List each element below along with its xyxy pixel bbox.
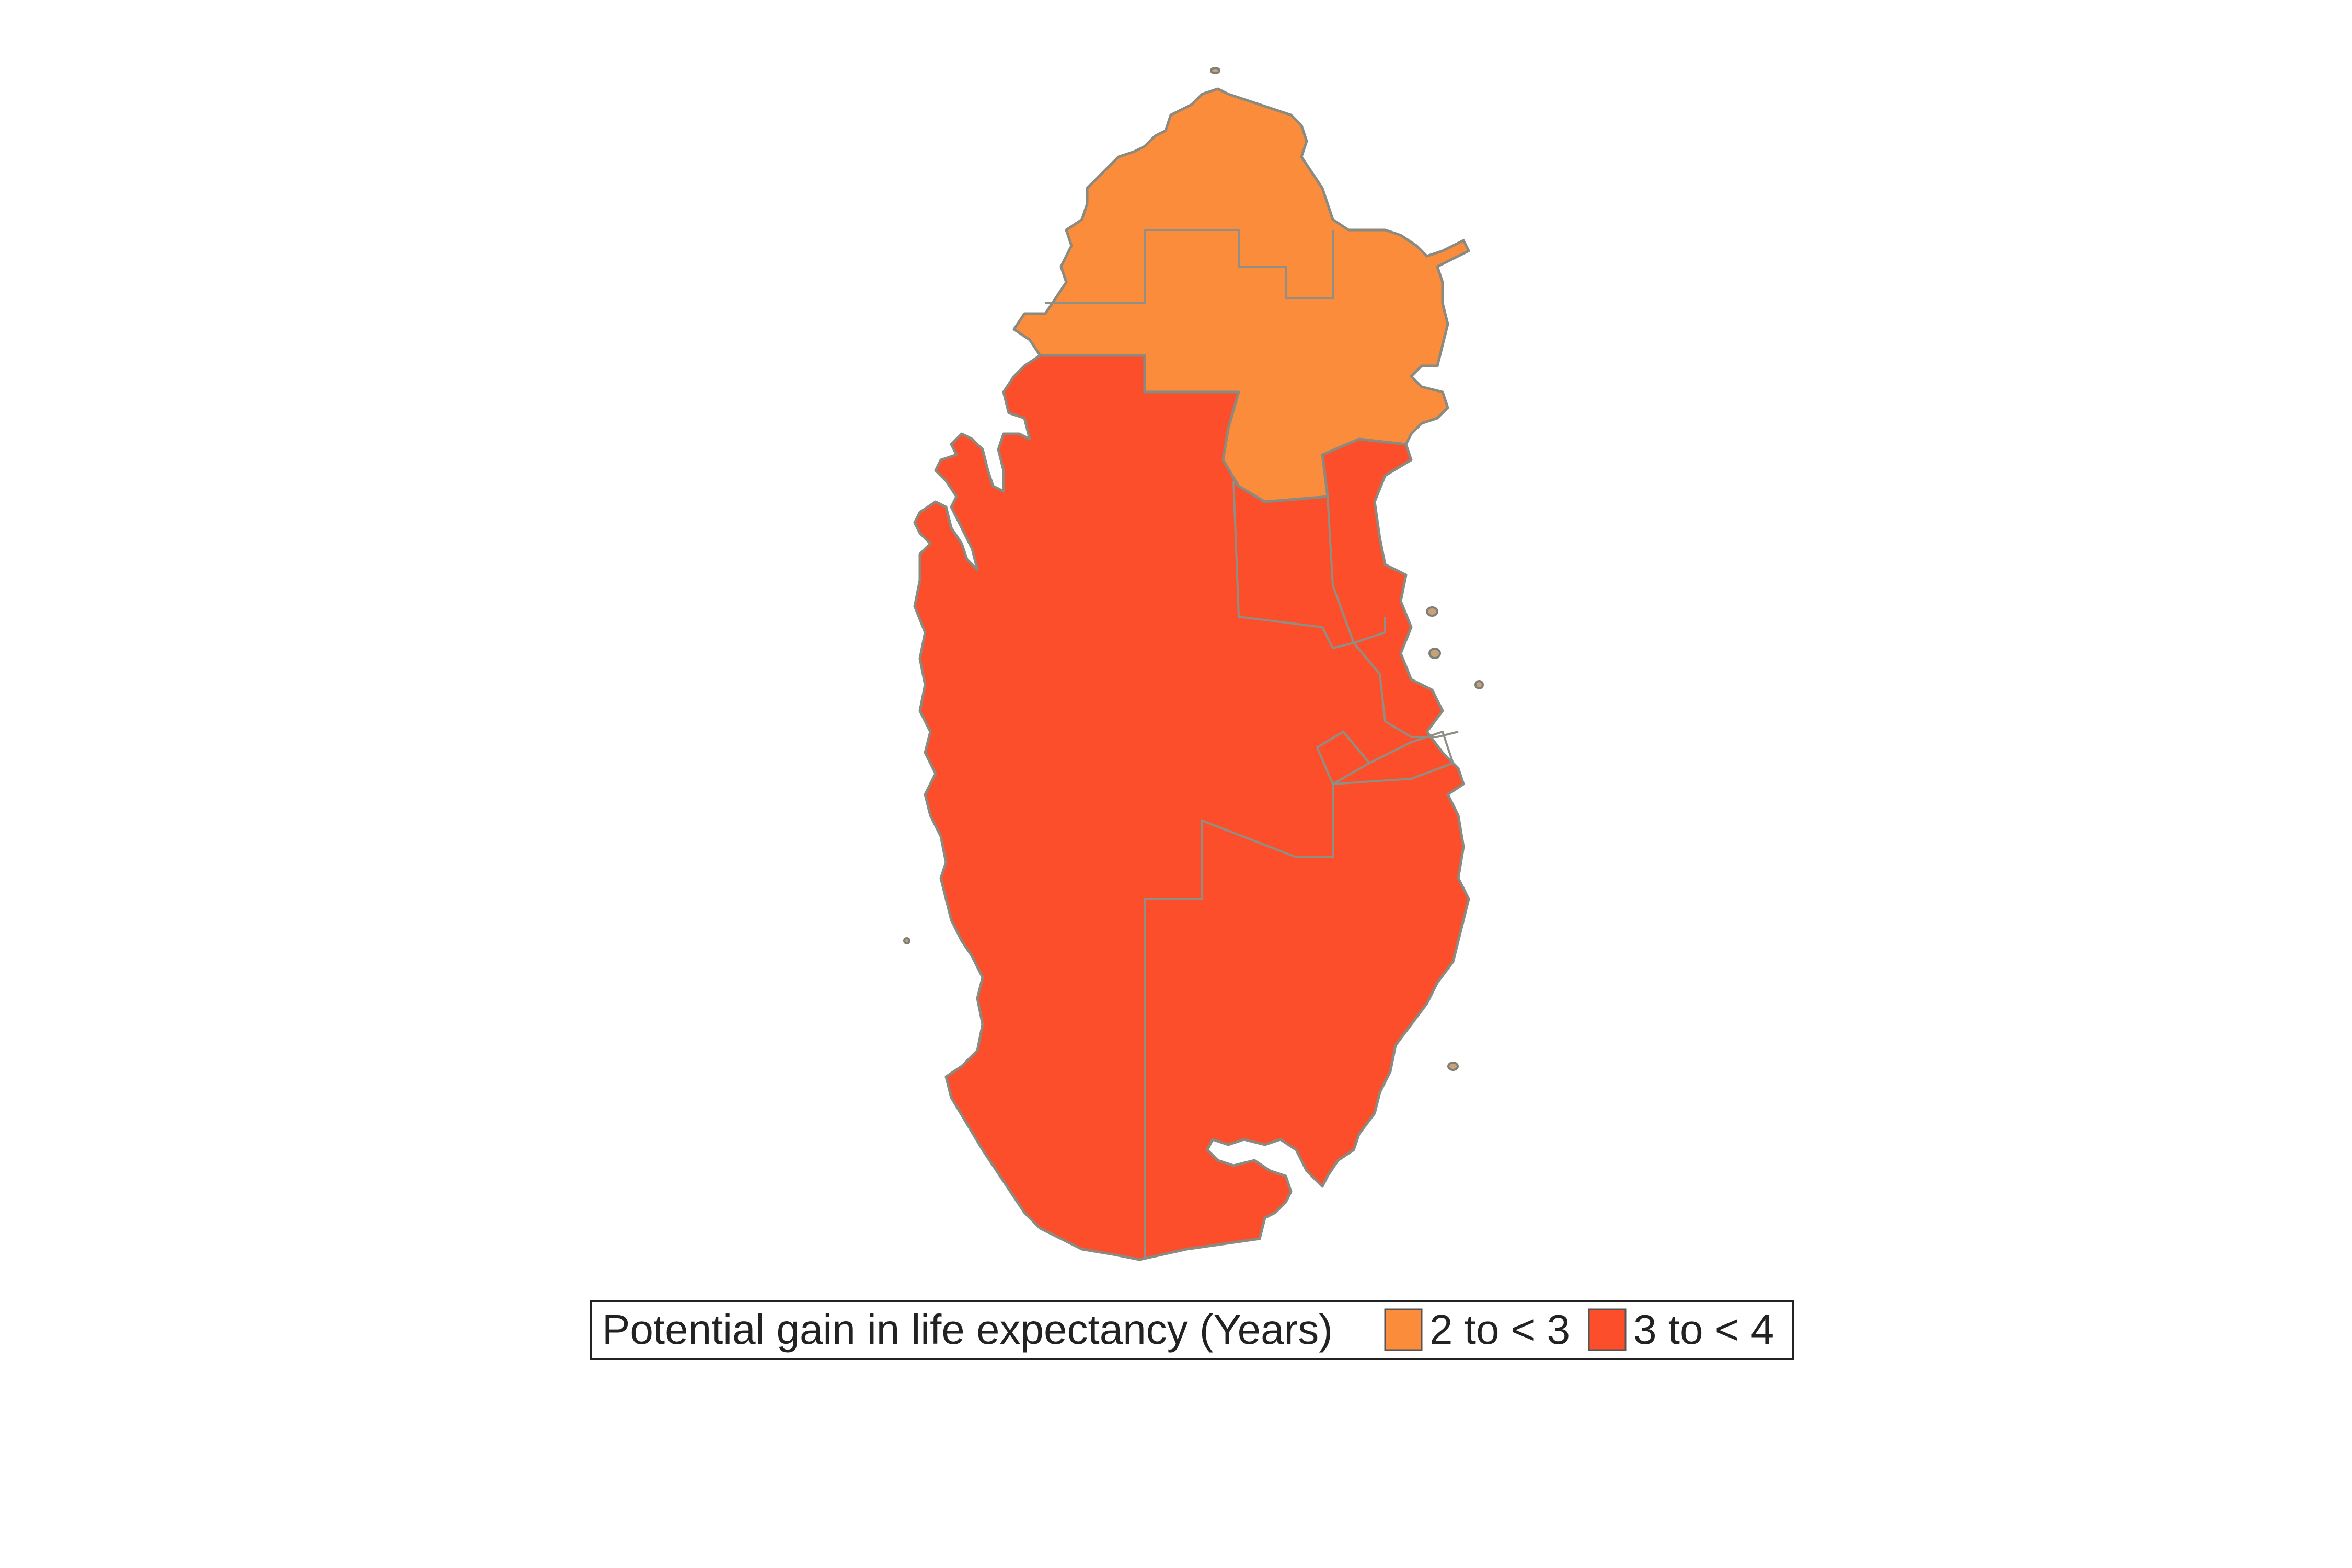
capital-inner-border (1232, 480, 1386, 650)
legend-label-1: 3 to < 4 (1633, 1306, 1774, 1353)
islet-1 (1426, 606, 1438, 617)
capital-inner-border-2 (1327, 496, 1355, 643)
north-inner-border (1045, 229, 1334, 304)
islet-2 (1428, 648, 1441, 659)
doha-inner-border (1353, 642, 1459, 738)
legend-title: Potential gain in life expectancy (Years… (602, 1306, 1333, 1353)
legend-swatch-0 (1384, 1308, 1423, 1351)
islet-3 (1474, 680, 1484, 689)
islet-5 (903, 937, 910, 944)
rayyan-inner-border-2 (1144, 730, 1455, 1260)
legend: Potential gain in life expectancy (Years… (590, 1300, 1794, 1360)
islet-4 (1447, 1062, 1459, 1071)
islet-6 (1210, 67, 1220, 74)
legend-swatch-1 (1588, 1308, 1627, 1351)
main-region[interactable] (913, 354, 1470, 1261)
legend-label-0: 2 to < 3 (1429, 1306, 1570, 1353)
north-region[interactable] (1012, 87, 1470, 503)
